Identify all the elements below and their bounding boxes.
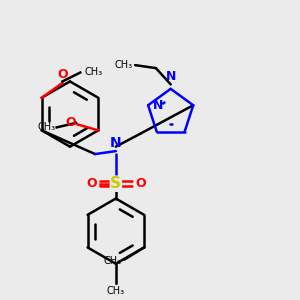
Text: O: O bbox=[57, 68, 68, 81]
Text: O: O bbox=[65, 116, 76, 129]
Text: CH₃: CH₃ bbox=[114, 60, 132, 70]
Text: CH₃: CH₃ bbox=[107, 286, 125, 296]
Text: CH₃: CH₃ bbox=[85, 67, 103, 77]
Text: O: O bbox=[86, 177, 97, 190]
Text: CH₃: CH₃ bbox=[37, 122, 55, 132]
Text: N: N bbox=[110, 136, 122, 150]
Text: N: N bbox=[153, 99, 163, 112]
Text: O: O bbox=[135, 177, 146, 190]
Text: N: N bbox=[166, 70, 176, 83]
Text: S: S bbox=[110, 176, 121, 191]
Text: CH₃: CH₃ bbox=[104, 256, 122, 266]
